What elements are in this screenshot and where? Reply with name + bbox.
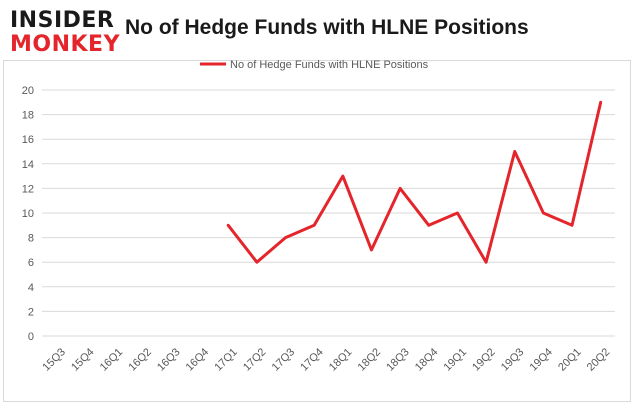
legend-label: No of Hedge Funds with HLNE Positions xyxy=(230,59,429,71)
x-tick-label: 19Q4 xyxy=(527,346,555,374)
y-tick-label: 18 xyxy=(22,110,34,122)
x-tick-label: 15Q3 xyxy=(40,346,68,374)
y-tick-label: 0 xyxy=(28,331,34,343)
x-tick-label: 17Q1 xyxy=(212,346,240,374)
x-tick-label: 18Q3 xyxy=(384,346,412,374)
x-tick-label: 18Q4 xyxy=(413,346,441,374)
y-tick-label: 8 xyxy=(28,233,34,245)
series-line-0 xyxy=(226,100,603,264)
x-tick-label: 19Q3 xyxy=(499,346,527,374)
series-lines xyxy=(226,100,603,264)
insider-monkey-logo: INSIDER MONKEY xyxy=(10,8,121,57)
x-tick-label: 16Q2 xyxy=(126,346,154,374)
chart-frame xyxy=(3,60,631,402)
x-tick-label: 17Q3 xyxy=(270,346,298,374)
x-tick-label: 19Q2 xyxy=(470,346,498,374)
logo-text-bottom: MONKEY xyxy=(10,32,121,57)
x-tick-label: 18Q1 xyxy=(327,346,355,374)
x-tick-label: 16Q4 xyxy=(184,346,212,374)
chart-title: No of Hedge Funds with HLNE Positions xyxy=(125,16,529,39)
y-axis-ticks: 0 2 4 6 8 10 12 14 16 18 20 xyxy=(22,85,34,343)
logo-text-top: INSIDER xyxy=(10,8,115,33)
y-tick-label: 12 xyxy=(22,183,34,195)
y-tick-label: 14 xyxy=(22,159,34,171)
y-tick-label: 10 xyxy=(22,208,34,220)
y-tick-label: 20 xyxy=(22,85,34,97)
x-axis-ticks: 15Q3 15Q4 16Q1 16Q2 16Q3 16Q4 17Q1 17Q2 17Q3 17Q4… xyxy=(40,346,612,374)
x-tick-label: 15Q4 xyxy=(69,346,97,374)
gridlines xyxy=(42,89,615,337)
y-tick-label: 6 xyxy=(28,257,34,269)
x-tick-label: 18Q2 xyxy=(356,346,384,374)
x-tick-label: 16Q1 xyxy=(98,346,126,374)
x-tick-label: 20Q1 xyxy=(556,346,584,374)
x-tick-label: 20Q2 xyxy=(585,346,613,374)
y-tick-label: 4 xyxy=(28,282,34,294)
x-tick-label: 17Q4 xyxy=(298,346,326,374)
x-tick-label: 17Q2 xyxy=(241,346,269,374)
x-tick-label: 16Q3 xyxy=(155,346,183,374)
y-tick-label: 2 xyxy=(28,306,34,318)
x-tick-label: 19Q1 xyxy=(442,346,470,374)
legend: No of Hedge Funds with HLNE Positions xyxy=(200,59,429,71)
y-tick-label: 16 xyxy=(22,134,34,146)
